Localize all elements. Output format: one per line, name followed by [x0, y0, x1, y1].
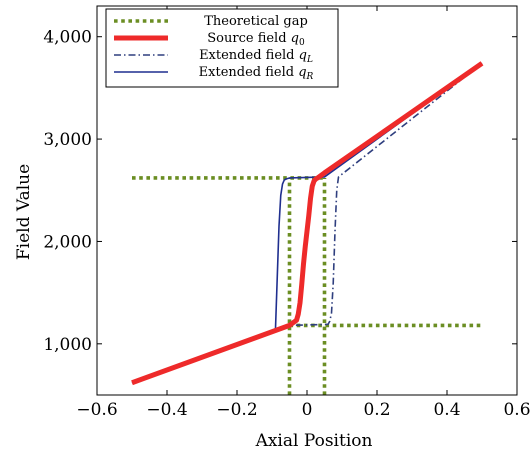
x-tick-label: 0.6 [503, 400, 530, 420]
x-tick-label: 0.4 [433, 400, 460, 420]
plot-area [131, 61, 484, 395]
x-tick-label: 0 [302, 400, 313, 420]
x-tick-label: −0.2 [216, 400, 257, 420]
y-tick-label: 4,000 [43, 28, 92, 48]
legend-label: Source field q0 [207, 31, 305, 48]
legend-label: Theoretical gap [204, 14, 308, 29]
legend-label: Extended field qR [199, 65, 314, 82]
legend-label: Extended field qL [199, 48, 313, 65]
x-axis-label: Axial Position [255, 431, 373, 451]
y-axis-label: Field Value [14, 164, 34, 260]
series-source-field-q0-line [131, 61, 484, 386]
y-tick-label: 2,000 [43, 232, 92, 252]
x-tick-label: 0.2 [363, 400, 390, 420]
x-tick-label: −0.4 [146, 400, 187, 420]
y-tick-label: 1,000 [43, 335, 92, 355]
y-tick-label: 3,000 [43, 130, 92, 150]
axes: −0.6 −0.4 −0.2 0 0.2 0.4 0.6 1,000 2,000 3,000 4,0… [43, 5, 531, 420]
x-tick-label: −0.6 [76, 400, 117, 420]
series-extended-field-ql-line [131, 62, 483, 384]
